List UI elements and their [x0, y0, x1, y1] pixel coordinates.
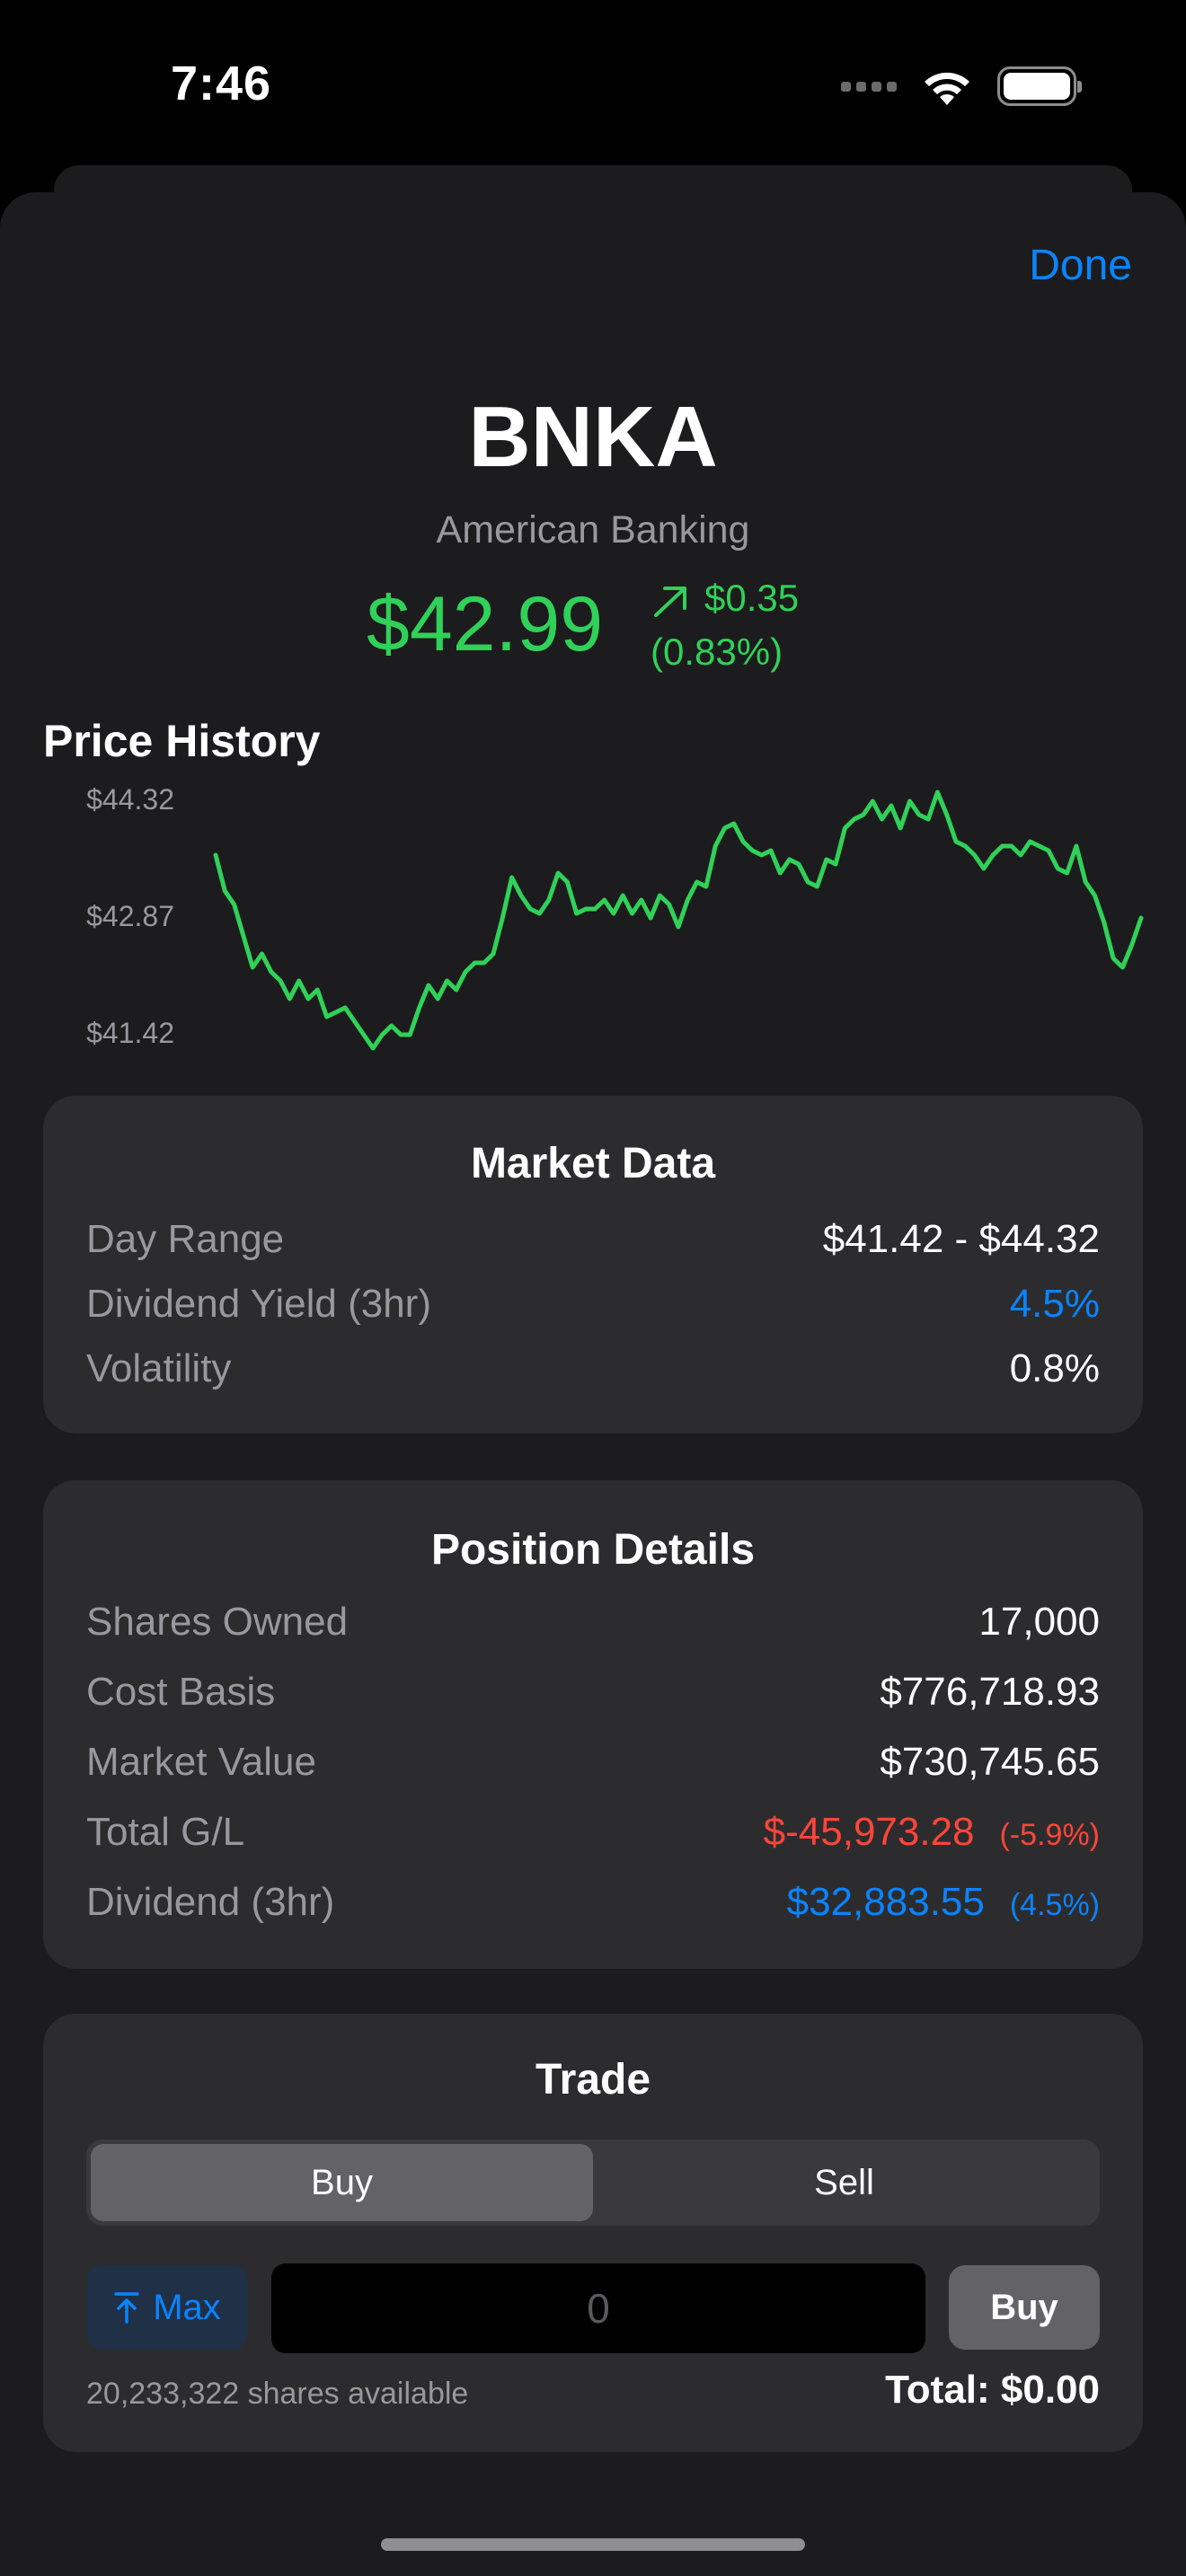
- market-row-dividend-yield: Dividend Yield (3hr) 4.5%: [86, 1277, 1100, 1331]
- shares-owned-label: Shares Owned: [86, 1600, 349, 1644]
- arrow-up-to-line-icon: [114, 2292, 139, 2324]
- price-line: [213, 790, 1144, 1051]
- cellular-signal-icon: [841, 81, 897, 92]
- status-time: 7:46: [171, 57, 272, 110]
- market-row-volatility: Volatility 0.8%: [86, 1342, 1100, 1396]
- dividend-value: $32,883.55: [786, 1880, 985, 1924]
- day-range-label: Day Range: [86, 1217, 285, 1261]
- day-range-value: $41.42 - $44.32: [822, 1217, 1100, 1261]
- position-row-total-gl: Total G/L $-45,973.28 (-5.9%): [86, 1805, 1100, 1859]
- trade-card: Trade Buy Sell Max Buy 20,233,322 shares…: [43, 2014, 1143, 2452]
- position-details-card: Position Details Shares Owned 17,000 Cos…: [43, 1480, 1143, 1969]
- max-button[interactable]: Max: [86, 2265, 248, 2350]
- price-summary: $42.99 $0.35 (0.83%): [367, 571, 870, 679]
- change-percent: (0.83%): [651, 631, 783, 673]
- trade-total: Total: $0.00: [885, 2368, 1100, 2412]
- done-button[interactable]: Done: [1029, 242, 1132, 289]
- current-price: $42.99: [367, 581, 604, 667]
- price-history-title: Price History: [43, 716, 321, 766]
- shares-owned-value: 17,000: [978, 1600, 1100, 1644]
- cost-basis-value: $776,718.93: [880, 1670, 1100, 1714]
- shares-available: 20,233,322 shares available: [86, 2377, 469, 2411]
- total-gl-percent: (-5.9%): [999, 1818, 1100, 1852]
- dividend-yield-value: 4.5%: [1009, 1282, 1100, 1326]
- wifi-icon: [925, 72, 969, 105]
- volatility-value: 0.8%: [1009, 1346, 1100, 1390]
- total-gl-label: Total G/L: [86, 1810, 245, 1854]
- total-gl-value: $-45,973.28: [763, 1810, 975, 1854]
- position-row-dividend: Dividend (3hr) $32,883.55 (4.5%): [86, 1875, 1100, 1929]
- status-icons: [841, 63, 1082, 110]
- price-change: $0.35 (0.83%): [651, 571, 799, 679]
- price-history-chart: [213, 790, 1144, 1051]
- max-label: Max: [153, 2287, 221, 2327]
- y-axis-label-mid: $42.87: [86, 900, 174, 932]
- position-details-title: Position Details: [430, 1526, 756, 1574]
- y-axis-label-max: $44.32: [86, 783, 174, 816]
- company-name: American Banking: [436, 508, 750, 551]
- trade-mode-selector: Buy Sell: [86, 2139, 1100, 2226]
- tab-sell[interactable]: Sell: [814, 2162, 874, 2202]
- total-gl-group: $-45,973.28 (-5.9%): [764, 1810, 1100, 1855]
- position-row-cost-basis: Cost Basis $776,718.93: [86, 1665, 1100, 1719]
- buy-button[interactable]: Buy: [949, 2265, 1100, 2350]
- cost-basis-label: Cost Basis: [86, 1670, 276, 1714]
- dividend-group: $32,883.55 (4.5%): [787, 1880, 1100, 1925]
- market-value-label: Market Value: [86, 1740, 316, 1784]
- market-value-value: $730,745.65: [880, 1740, 1100, 1784]
- y-axis-label-min: $41.42: [86, 1017, 174, 1049]
- arrow-up-right-icon: [654, 586, 686, 617]
- market-data-card: Market Data Day Range $41.42 - $44.32 Di…: [43, 1096, 1143, 1434]
- market-row-day-range: Day Range $41.42 - $44.32: [86, 1213, 1100, 1266]
- dividend-label: Dividend (3hr): [86, 1880, 335, 1924]
- volatility-label: Volatility: [86, 1346, 232, 1390]
- trade-title: Trade: [535, 2056, 651, 2104]
- quantity-input[interactable]: [271, 2263, 925, 2353]
- ticker-symbol: BNKA: [468, 389, 718, 485]
- dividend-yield-label: Dividend Yield (3hr): [86, 1282, 431, 1326]
- position-row-market-value: Market Value $730,745.65: [86, 1735, 1100, 1789]
- position-row-shares: Shares Owned 17,000: [86, 1595, 1100, 1649]
- battery-icon: [997, 66, 1082, 106]
- change-amount: $0.35: [704, 577, 800, 619]
- dividend-percent: (4.5%): [1009, 1888, 1100, 1922]
- tab-buy[interactable]: Buy: [91, 2144, 593, 2221]
- market-data-title: Market Data: [470, 1140, 716, 1187]
- home-indicator: [381, 2538, 805, 2551]
